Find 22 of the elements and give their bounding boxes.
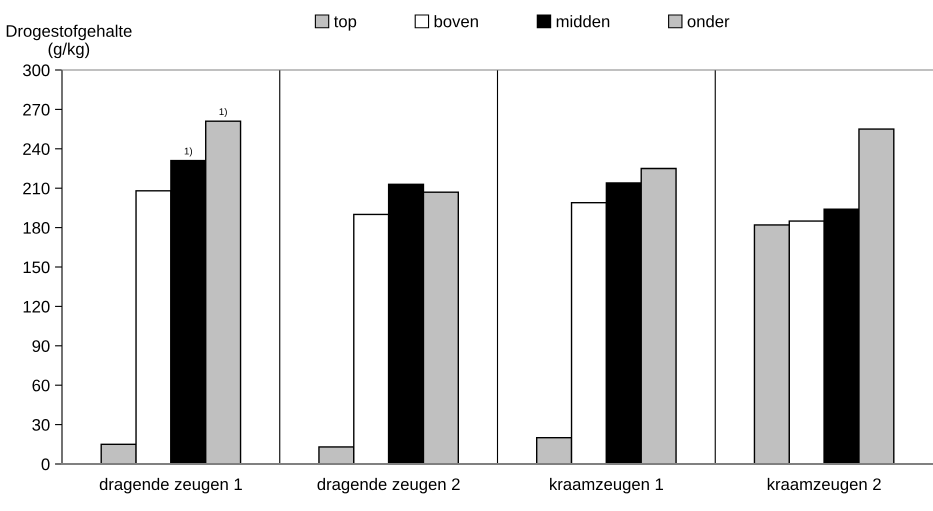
y-axis-title: Drogestofgehalte (g/kg) xyxy=(6,24,132,58)
y-tick-label: 300 xyxy=(23,64,50,76)
legend-label: top xyxy=(334,16,356,31)
y-tick-label: 150 xyxy=(24,261,50,274)
y-tick-label: 120 xyxy=(24,300,50,313)
x-tick-label: dragende zeugen 1 xyxy=(100,478,242,494)
y-tick-label: 0 xyxy=(42,458,50,470)
x-tick-label: kraamzeugen 2 xyxy=(768,478,881,494)
x-tick-label: kraamzeugen 1 xyxy=(550,478,664,494)
y-tick-label: 30 xyxy=(32,419,50,431)
y-tick-label: 60 xyxy=(32,380,50,392)
y-tick-label: 240 xyxy=(23,143,50,156)
y-tick-label: 210 xyxy=(23,182,50,194)
legend-label: midden xyxy=(556,15,610,28)
legend-label: onder xyxy=(688,15,730,28)
y-tick-label: 270 xyxy=(23,104,50,116)
y-tick-label: 90 xyxy=(32,340,50,352)
annotation: 1) xyxy=(184,147,192,156)
x-tick-label: dragende zeugen 2 xyxy=(318,478,460,494)
y-tick-label: 180 xyxy=(24,222,50,234)
annotation: 1) xyxy=(220,108,227,118)
legend-label: boven xyxy=(434,15,478,28)
